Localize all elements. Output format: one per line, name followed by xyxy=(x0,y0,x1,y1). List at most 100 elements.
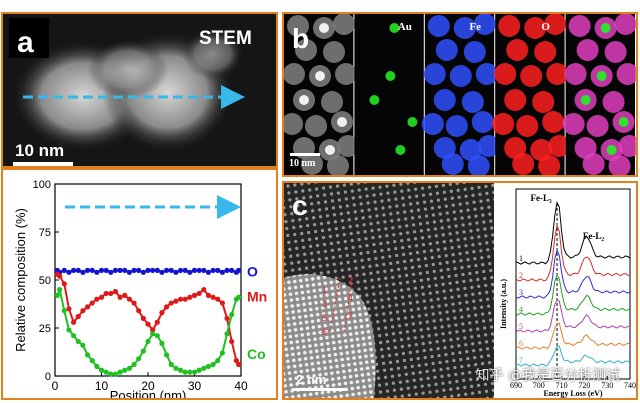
panel-b-letter: b xyxy=(292,23,309,54)
data-point-o xyxy=(126,269,132,275)
data-point-o xyxy=(187,269,193,275)
spectrum-curve-label: 1 xyxy=(519,254,523,263)
data-point-mn xyxy=(191,292,198,298)
y-tick-label: 0 xyxy=(45,371,51,383)
spectrum-y-label: Intensity (a.u.) xyxy=(499,279,508,329)
spectrum-curve xyxy=(515,274,631,316)
data-point-o xyxy=(159,269,165,275)
data-point-co xyxy=(140,348,146,354)
panel-b-svg: Au Fe O b 10 nm xyxy=(281,13,640,177)
data-point-co xyxy=(54,292,60,298)
map-background xyxy=(354,14,424,175)
nanoparticle xyxy=(506,39,529,61)
scalebar-c-label: 2 nm xyxy=(296,372,326,387)
scalebar-b-label: 10 nm xyxy=(289,158,316,169)
nanoparticle xyxy=(562,113,585,135)
data-point-co xyxy=(66,327,72,333)
spectrum-frame xyxy=(515,188,631,380)
spectrum-x-tick-label: 720 xyxy=(578,381,590,390)
au-particle xyxy=(395,145,406,155)
data-point-mn xyxy=(122,292,128,298)
data-point-co xyxy=(71,333,77,339)
spectrum-x-tick-label: 740 xyxy=(624,381,636,390)
data-point-mn xyxy=(112,288,119,295)
data-point-mn xyxy=(159,310,165,316)
spectrum-curve xyxy=(515,299,631,333)
data-point-o xyxy=(61,267,67,273)
x-axis-label: Position (nm) xyxy=(110,388,187,398)
spectrum-x-tick-label: 710 xyxy=(556,381,568,390)
spectrum-curve xyxy=(515,248,631,299)
nanoparticle xyxy=(433,89,456,111)
nanoparticle xyxy=(564,63,587,85)
au-particle xyxy=(389,23,400,33)
nanoparticle xyxy=(546,63,569,85)
data-point-co xyxy=(136,356,142,362)
nanoparticle xyxy=(602,91,625,113)
au-core xyxy=(319,23,329,33)
nanoparticle xyxy=(471,111,494,133)
series-line-mn xyxy=(56,273,240,365)
data-point-co xyxy=(224,331,230,337)
data-point-co xyxy=(154,333,160,339)
nanoparticle xyxy=(301,153,323,175)
hrstem-image: c 1 3 5 6 2 4 7 2 nm xyxy=(284,183,494,398)
data-point-co xyxy=(210,361,216,368)
nanoparticle xyxy=(494,63,517,85)
data-point-mn xyxy=(236,361,242,368)
data-point-o xyxy=(140,269,146,275)
nanoparticle xyxy=(532,91,555,113)
position-marker: 7 xyxy=(348,311,353,321)
spectrum-x-tick-label: 690 xyxy=(510,381,522,390)
panel-c-letter: c xyxy=(292,190,308,221)
element-map-haadf xyxy=(281,13,359,177)
nanoparticle xyxy=(281,113,303,135)
data-point-mn xyxy=(136,308,142,314)
data-point-mn xyxy=(177,296,184,302)
data-point-mn xyxy=(229,338,235,345)
nanoparticle xyxy=(423,63,446,85)
nanoparticle xyxy=(568,15,591,37)
y-tick-label: 100 xyxy=(33,179,51,191)
spectrum-curve-label: 7 xyxy=(519,356,523,365)
au-core xyxy=(596,71,607,81)
position-marker: 1 xyxy=(322,285,327,295)
data-point-o xyxy=(108,269,114,275)
panel-b: Au Fe O b 10 nm xyxy=(281,12,640,177)
au-core xyxy=(315,71,325,81)
nanoparticle xyxy=(473,13,496,35)
nanoparticle xyxy=(512,153,535,175)
x-tick-label: 10 xyxy=(95,379,109,393)
data-point-co xyxy=(98,367,105,373)
data-point-co xyxy=(229,311,235,318)
au-core xyxy=(600,23,611,33)
nanoparticle xyxy=(604,41,627,63)
data-point-mn xyxy=(71,319,77,325)
nanoparticle xyxy=(576,39,599,61)
data-point-co xyxy=(187,369,193,375)
legend-label-mn: Mn xyxy=(247,288,267,304)
data-point-mn xyxy=(57,273,63,279)
data-point-o xyxy=(80,269,86,275)
nanoparticle xyxy=(520,65,543,87)
composition-chart: 0 25 50 75 100 0 10 20 30 40 Position (nm) Relative… xyxy=(13,179,267,403)
data-point-mn xyxy=(210,294,216,300)
nanoparticle xyxy=(498,15,521,37)
nanoparticle xyxy=(335,63,357,85)
panel-c-svg: c 1 3 5 6 2 4 7 2 nm 690 700 710 720 730 740 Energy … xyxy=(284,183,636,398)
position-marker: 5 xyxy=(322,313,327,323)
spectrum-curve-label: 2 xyxy=(519,271,523,280)
data-point-o xyxy=(154,267,160,273)
data-point-mn xyxy=(108,290,114,297)
data-point-o xyxy=(94,269,100,275)
data-point-co xyxy=(150,331,156,337)
data-point-co xyxy=(57,287,63,293)
data-point-o xyxy=(229,267,235,273)
nanoparticle xyxy=(421,113,444,135)
spectrum-curve-label: 3 xyxy=(519,288,523,297)
data-point-co xyxy=(75,338,81,345)
y-axis-label: Relative composition (%) xyxy=(13,208,28,352)
data-point-mn xyxy=(150,327,156,333)
nanoparticle xyxy=(477,135,500,157)
x-tick-label: 30 xyxy=(188,379,202,393)
